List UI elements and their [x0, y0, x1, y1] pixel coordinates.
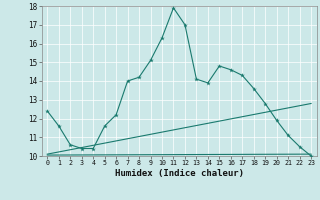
X-axis label: Humidex (Indice chaleur): Humidex (Indice chaleur)	[115, 169, 244, 178]
